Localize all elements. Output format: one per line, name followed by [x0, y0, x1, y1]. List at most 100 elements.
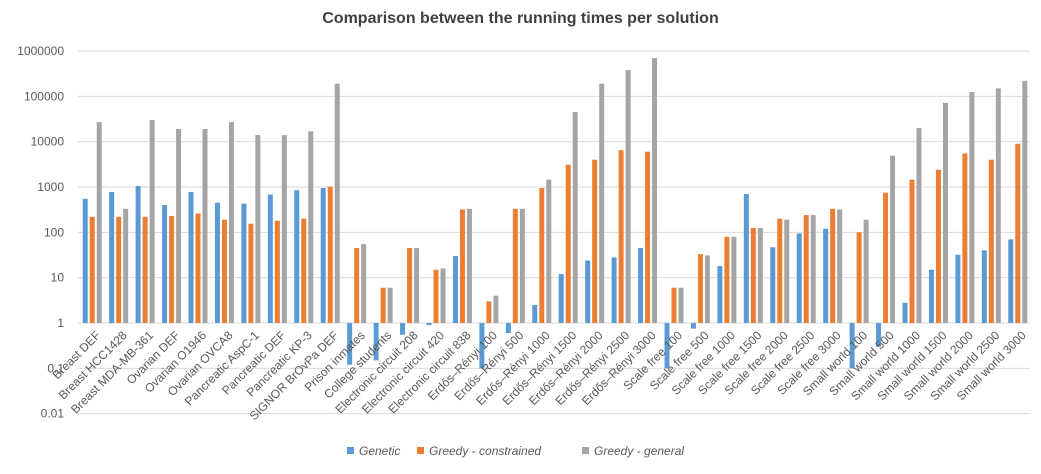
bar-genetic	[638, 248, 644, 323]
bar-greedy-constrained	[486, 301, 492, 323]
bar-greedy-general	[810, 215, 816, 323]
bar-genetic	[347, 323, 353, 365]
bar-genetic	[902, 302, 908, 323]
bar-genetic	[690, 323, 696, 329]
legend-swatch	[417, 447, 424, 454]
bar-genetic	[214, 202, 220, 323]
bar-greedy-general	[466, 208, 472, 323]
bar-greedy-constrained	[116, 216, 122, 323]
bar-greedy-constrained	[301, 218, 307, 323]
bar-greedy-constrained	[856, 232, 862, 323]
bar-genetic	[876, 323, 882, 347]
bar-genetic	[267, 194, 273, 323]
bar-greedy-general	[678, 287, 684, 323]
y-tick-label: 1000000	[17, 44, 64, 58]
bar-genetic	[452, 256, 458, 323]
bar-greedy-constrained	[221, 219, 227, 323]
bar-greedy-general	[255, 135, 261, 323]
y-tick-label: 10000	[31, 135, 65, 149]
bar-greedy-general	[123, 208, 129, 323]
bar-greedy-general	[599, 83, 605, 323]
bar-genetic	[981, 250, 987, 323]
bar-greedy-general	[757, 227, 763, 323]
bar-greedy-general	[731, 236, 737, 323]
bar-greedy-general	[863, 219, 869, 323]
bar-greedy-constrained	[142, 216, 148, 323]
bar-genetic	[109, 191, 115, 323]
bar-greedy-general	[519, 208, 525, 323]
legend-label: Genetic	[359, 444, 400, 458]
bar-greedy-general	[916, 128, 922, 323]
bar-genetic	[426, 323, 432, 326]
bar-genetic	[320, 188, 326, 323]
bar-genetic	[294, 190, 300, 323]
y-tick-label: 100000	[24, 89, 64, 103]
bar-greedy-general	[572, 112, 578, 323]
bar-genetic	[400, 323, 406, 335]
y-tick-label: 0.01	[41, 407, 65, 421]
bar-greedy-constrained	[433, 269, 439, 323]
bar-greedy-general	[228, 122, 234, 323]
bar-greedy-constrained	[777, 218, 783, 323]
bar-genetic	[532, 304, 538, 323]
bar-greedy-general	[361, 244, 367, 323]
bar-greedy-constrained	[883, 192, 889, 323]
bar-genetic	[611, 257, 617, 323]
bar-greedy-general	[281, 135, 287, 323]
bar-greedy-constrained	[1015, 143, 1021, 323]
bar-genetic	[188, 191, 194, 323]
bar-greedy-general	[149, 120, 155, 323]
chart-title: Comparison between the running times per…	[322, 10, 719, 27]
bar-genetic	[955, 254, 961, 323]
bar-greedy-general	[837, 209, 843, 323]
bar-greedy-constrained	[407, 248, 413, 323]
bar-greedy-general	[890, 155, 896, 323]
bar-genetic	[796, 233, 802, 323]
bar-greedy-general	[969, 91, 975, 324]
bar-greedy-general	[625, 70, 631, 323]
bar-greedy-constrained	[988, 159, 994, 323]
y-tick-label: 100	[44, 225, 64, 239]
bar-genetic	[373, 323, 379, 361]
bar-greedy-general	[652, 58, 658, 323]
bar-greedy-constrained	[750, 227, 756, 323]
bar-greedy-constrained	[592, 159, 598, 323]
bar-greedy-general	[704, 255, 710, 323]
bar-genetic	[743, 194, 749, 323]
y-tick-label: 10	[51, 271, 65, 285]
bar-greedy-constrained	[354, 248, 360, 323]
bar-greedy-constrained	[909, 179, 915, 323]
bar-greedy-constrained	[89, 216, 95, 323]
bar-greedy-constrained	[380, 287, 386, 323]
bar-greedy-constrained	[671, 287, 677, 323]
bar-genetic	[135, 186, 141, 323]
bar-genetic	[770, 247, 776, 323]
bar-greedy-constrained	[539, 188, 545, 323]
bar-greedy-general	[387, 287, 393, 323]
bar-greedy-general	[546, 179, 552, 323]
legend: Genetic Greedy - constrained Greedy - gene…	[347, 444, 684, 458]
bar-genetic	[241, 203, 247, 323]
legend-swatch	[582, 447, 589, 454]
bar-greedy-general	[414, 248, 420, 323]
bar-genetic	[479, 323, 485, 369]
bar-greedy-general	[1022, 80, 1028, 324]
y-tick-label: 0.1	[47, 361, 64, 375]
bar-genetic	[505, 323, 511, 334]
bar-greedy-general	[334, 83, 340, 323]
legend-swatch	[347, 447, 354, 454]
bar-greedy-general	[96, 122, 102, 323]
y-axis-ticks: 0.01 0.1 1 10 100 1000 10000 100000 1000000	[17, 44, 64, 421]
bar-genetic	[585, 260, 591, 323]
bar-greedy-general	[995, 88, 1001, 323]
bar-greedy-constrained	[565, 164, 571, 323]
bar-genetic	[1008, 239, 1014, 323]
y-tick-label: 1	[57, 316, 64, 330]
bar-genetic	[717, 266, 723, 323]
bar-greedy-constrained	[512, 208, 518, 323]
bar-greedy-constrained	[830, 208, 836, 323]
bar-genetic	[664, 323, 670, 369]
